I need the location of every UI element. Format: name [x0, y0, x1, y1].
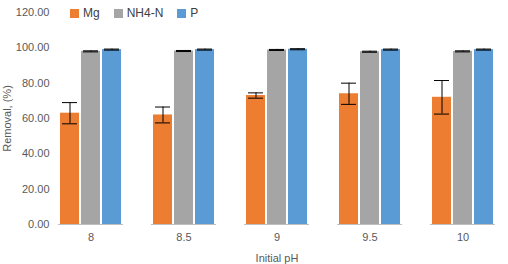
- svg-text:80.00: 80.00: [22, 77, 50, 89]
- html-text:Mg: Mg: [83, 6, 100, 20]
- svg-text:8: 8: [88, 231, 94, 243]
- svg-text:Removal, (%): Removal, (%): [1, 85, 13, 152]
- html-text:NH4-N: NH4-N: [126, 6, 164, 20]
- svg-text:Initial pH: Initial pH: [256, 252, 299, 264]
- svg-text:20.00: 20.00: [22, 183, 50, 195]
- svg-text:10: 10: [457, 231, 469, 243]
- html-text:P: P: [190, 6, 199, 20]
- svg-text:40.00: 40.00: [22, 147, 50, 159]
- svg-text:60.00: 60.00: [22, 112, 50, 124]
- svg-text:0.00: 0.00: [28, 218, 49, 230]
- svg-text:100.00: 100.00: [16, 41, 50, 53]
- svg-text:120.00: 120.00: [16, 6, 50, 18]
- svg-text:9: 9: [274, 231, 280, 243]
- svg-text:9.5: 9.5: [362, 231, 377, 243]
- svg-text:8.5: 8.5: [176, 231, 191, 243]
